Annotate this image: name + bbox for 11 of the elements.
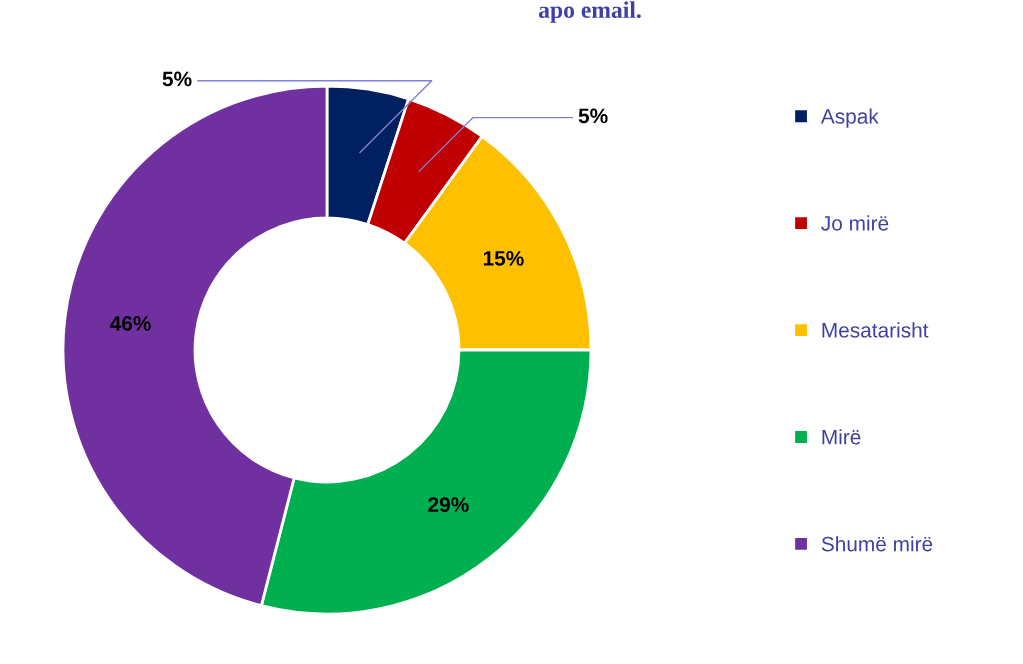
legend-label: Mirë (822, 429, 861, 445)
data-label: 5% (578, 108, 608, 124)
legend-label: Aspak (820, 108, 879, 128)
legend-label: Jo mirë (821, 215, 889, 231)
data-label: 5% (162, 71, 192, 87)
data-label: 46% (110, 316, 151, 331)
data-label: 29% (428, 497, 469, 513)
chart-title: apo email. (538, 1, 641, 23)
legend-label: Shumë mirë (821, 536, 933, 552)
data-label: 15% (483, 251, 524, 266)
legend-label: Mesatarisht (822, 322, 929, 338)
